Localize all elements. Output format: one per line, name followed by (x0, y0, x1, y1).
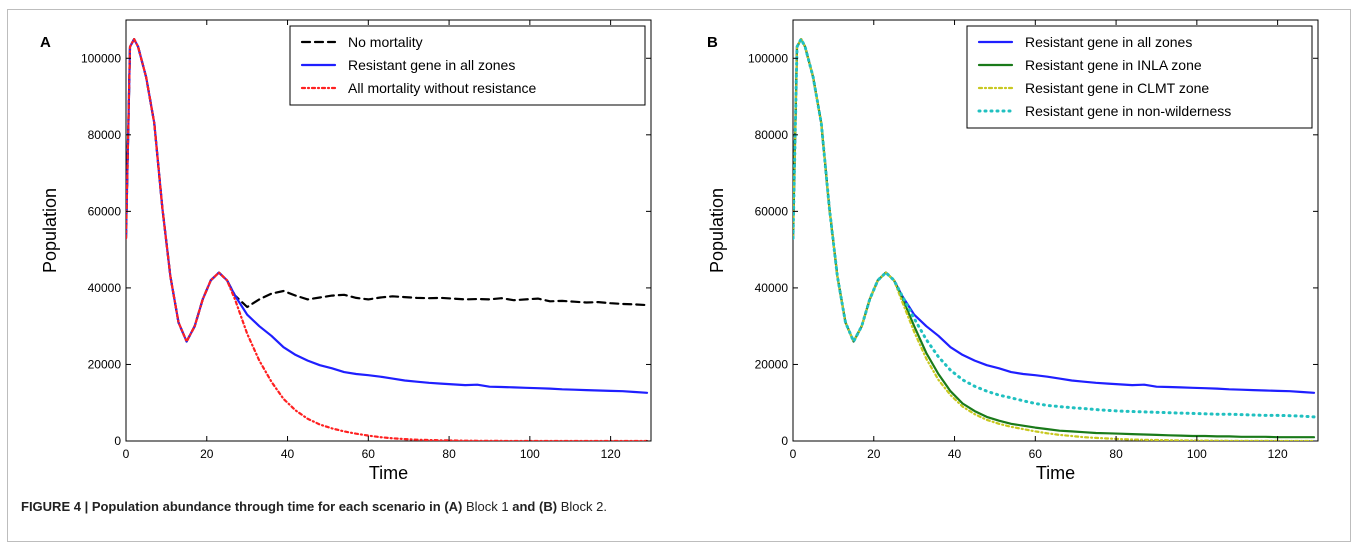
y-axis-label: Population (707, 188, 727, 273)
legend-entry: Resistant gene in all zones (1025, 34, 1192, 50)
caption-block1: Block 1 (466, 499, 509, 514)
x-tick-label: 100 (1187, 447, 1207, 461)
x-axis-label: Time (1036, 463, 1075, 483)
y-tick-label: 60000 (755, 204, 789, 218)
caption-a-ref: (A) (444, 499, 463, 514)
x-tick-label: 120 (601, 447, 621, 461)
legend-entry: No mortality (348, 34, 423, 50)
x-tick-label: 60 (1029, 447, 1043, 461)
x-tick-label: 80 (442, 447, 456, 461)
x-tick-label: 20 (867, 447, 881, 461)
chart-panel-a: A 0 20 40 60 80 100 120 0 20000 40000 60000 80000 100… (40, 19, 652, 483)
legend-entry: All mortality without resistance (348, 80, 537, 96)
chart-panel-b: B 0 20 40 60 80 100 120 0 20000 40000 60000 80000 100… (707, 19, 1319, 483)
legend: No mortality Resistant gene in all zones A… (289, 25, 646, 106)
x-tick-label: 20 (200, 447, 214, 461)
legend-box (966, 25, 1313, 129)
legend-entry: Resistant gene in non-wilderness (1025, 103, 1231, 119)
caption-and: and (512, 499, 536, 514)
y-tick-label: 100000 (81, 51, 121, 65)
y-tick-label: 0 (114, 434, 121, 448)
figure-caption: FIGURE 4 | Population abundance through … (21, 499, 607, 514)
x-tick-label: 60 (362, 447, 376, 461)
series-line-0 (126, 37, 649, 343)
x-tick-label: 80 (1109, 447, 1123, 461)
legend-entry: Resistant gene in CLMT zone (1025, 80, 1209, 96)
caption-label: FIGURE 4 | Population abundance through … (21, 499, 441, 514)
x-tick-label: 0 (123, 447, 130, 461)
x-tick-label: 40 (948, 447, 962, 461)
panel-label: B (707, 34, 718, 51)
series-line-3 (793, 37, 1316, 419)
caption-b-ref: (B) (539, 499, 558, 514)
y-tick-label: 20000 (755, 357, 789, 371)
panel-label: A (40, 34, 51, 51)
legend-box (289, 25, 646, 106)
y-tick-label: 0 (781, 434, 788, 448)
x-tick-label: 120 (1268, 447, 1288, 461)
y-tick-label: 40000 (755, 281, 789, 295)
y-tick-label: 20000 (88, 357, 122, 371)
y-tick-label: 80000 (755, 128, 789, 142)
legend-entry: Resistant gene in INLA zone (1025, 57, 1202, 73)
x-tick-label: 0 (790, 447, 797, 461)
x-axis-label: Time (369, 463, 408, 483)
y-tick-label: 100000 (748, 51, 788, 65)
x-tick-label: 100 (520, 447, 540, 461)
y-axis-label: Population (40, 188, 60, 273)
legend-entry: Resistant gene in all zones (348, 57, 515, 73)
x-tick-label: 40 (281, 447, 295, 461)
legend: Resistant gene in all zones Resistant gen… (966, 25, 1313, 129)
y-tick-label: 40000 (88, 281, 122, 295)
series-line-2 (126, 37, 649, 441)
caption-block2: Block 2. (560, 499, 607, 514)
y-tick-label: 80000 (88, 128, 122, 142)
y-tick-label: 60000 (88, 204, 122, 218)
